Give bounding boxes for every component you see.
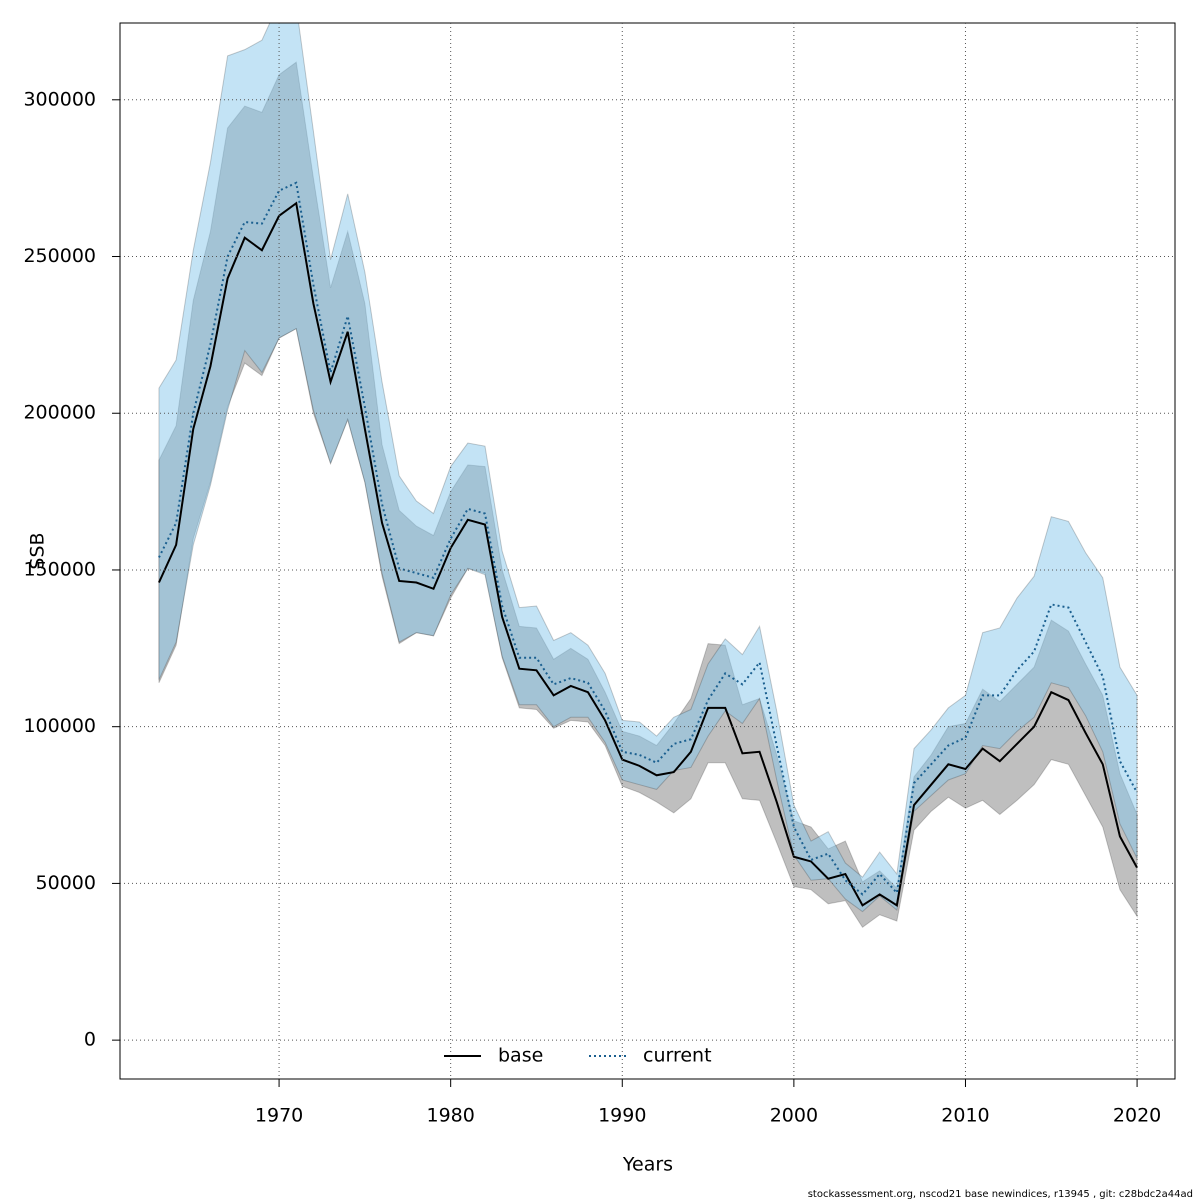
plot-frame xyxy=(119,22,1176,1080)
y-tick-label: 100000 xyxy=(23,715,96,737)
y-tick-label: 250000 xyxy=(23,245,96,267)
x-axis-label: Years xyxy=(622,1154,673,1176)
legend-label: current xyxy=(643,1045,712,1067)
confidence-band xyxy=(158,23,1138,913)
footer: stockassessment.org, nscod21 base newind… xyxy=(808,1189,1193,1200)
y-tick-label: 150000 xyxy=(23,558,96,580)
x-tick-label: 1970 xyxy=(255,1105,303,1127)
plot-area xyxy=(158,23,1138,929)
y-tick-label: 0 xyxy=(84,1029,96,1051)
series-line xyxy=(158,201,1138,908)
x-tick-label: 2020 xyxy=(1113,1105,1161,1127)
x-tick-label: 2010 xyxy=(941,1105,989,1127)
y-tick-label: 50000 xyxy=(36,872,96,894)
y-axis-label: SSB xyxy=(27,532,49,569)
x-tick-label: 1990 xyxy=(598,1105,646,1127)
x-tick-label: 2000 xyxy=(770,1105,818,1127)
x-tick-label: 1980 xyxy=(426,1105,474,1127)
legend-label: base xyxy=(498,1045,543,1067)
y-tick-label: 300000 xyxy=(23,88,96,110)
y-tick-label: 200000 xyxy=(23,402,96,424)
